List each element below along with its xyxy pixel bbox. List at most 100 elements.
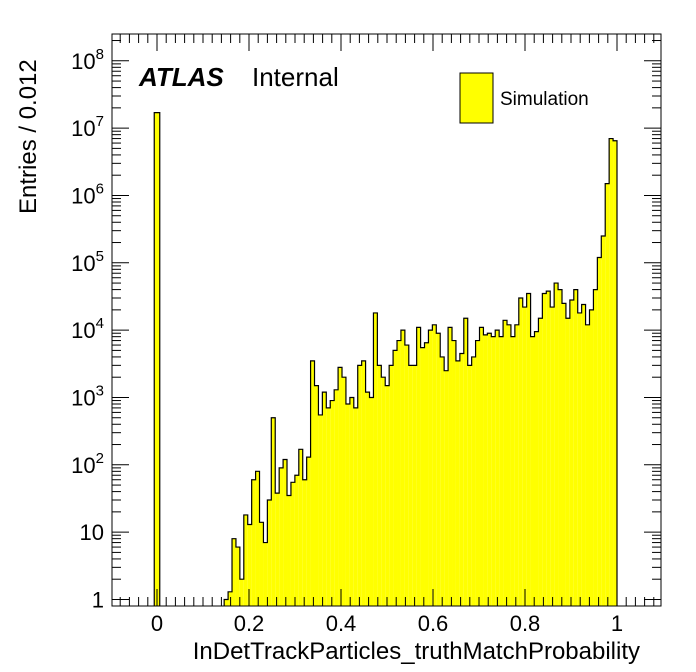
- histogram-bar: [565, 318, 570, 606]
- histogram-bar: [349, 397, 354, 606]
- histogram-bar: [267, 500, 272, 606]
- histogram-bar: [609, 138, 614, 606]
- histogram-bar: [467, 365, 472, 606]
- histogram-bar: [534, 331, 539, 606]
- histogram-bar: [239, 579, 244, 606]
- histogram-bar: [459, 353, 464, 606]
- histogram-bar: [283, 459, 288, 606]
- y-tick-label: 102: [71, 450, 104, 478]
- histogram-bar: [330, 400, 335, 606]
- histogram-bar: [369, 397, 374, 606]
- histogram-bar: [298, 449, 303, 606]
- internal-label: Internal: [252, 62, 339, 92]
- histogram-bar: [342, 377, 346, 606]
- histogram-bar: [251, 479, 256, 606]
- histogram-bar: [452, 340, 456, 606]
- y-axis-title: Entries / 0.012: [15, 59, 42, 214]
- histogram-bar: [585, 324, 590, 606]
- histogram-bar: [287, 495, 291, 606]
- y-tick-label: 10: [80, 520, 104, 545]
- histogram-bar: [224, 599, 229, 606]
- y-tick-label: 105: [71, 248, 104, 276]
- legend-label: Simulation: [500, 89, 589, 110]
- histogram-bar: [377, 365, 382, 606]
- histogram-bar: [455, 360, 460, 606]
- histogram-bar: [479, 327, 484, 606]
- histogram-bar: [597, 257, 602, 606]
- histogram-bar: [542, 293, 547, 606]
- histogram-bar: [322, 392, 327, 606]
- histogram-bar: [412, 365, 417, 606]
- histogram-bar: [400, 330, 405, 606]
- histogram-bar: [463, 318, 468, 606]
- histogram-bar: [357, 365, 362, 606]
- histogram-bar: [475, 340, 480, 606]
- x-tick-label: 0.8: [510, 611, 541, 636]
- histogram-bar: [573, 289, 578, 606]
- histogram-bar: [444, 370, 449, 606]
- y-tick-label: 106: [71, 180, 104, 208]
- histogram-bar: [538, 318, 543, 606]
- histogram-bar: [432, 324, 437, 606]
- histogram-bar: [424, 342, 429, 606]
- histogram-bar: [518, 298, 523, 606]
- histogram-bar: [530, 336, 535, 606]
- histogram-bar: [514, 324, 519, 606]
- histogram-bar: [365, 392, 370, 606]
- histogram-bar: [510, 336, 515, 606]
- y-tick-label: 104: [71, 315, 104, 343]
- x-tick-label: 0.4: [326, 611, 357, 636]
- histogram-bar: [601, 236, 606, 606]
- histogram-bar: [397, 340, 401, 606]
- histogram-bar: [581, 304, 586, 606]
- histogram-bar: [279, 467, 284, 606]
- tick-labels: 0 0.2 0.4 0.6 0.8 1 1 10 102 103 104 105 106 107 108: [71, 46, 623, 636]
- histogram-bar: [338, 367, 343, 606]
- histogram-bar: [393, 350, 398, 606]
- histogram-bar: [294, 475, 299, 606]
- histogram-bar: [243, 514, 248, 606]
- legend-swatch: [459, 72, 494, 124]
- histogram-bar: [483, 334, 488, 606]
- histogram-bar: [408, 365, 413, 606]
- histogram-bar: [228, 591, 233, 606]
- histogram-bar: [589, 309, 594, 606]
- histogram-bar: [361, 360, 366, 606]
- histogram-bar: [247, 524, 252, 606]
- histogram-bar: [306, 457, 311, 606]
- histogram-bar: [310, 360, 315, 606]
- histogram-bar: [290, 482, 295, 606]
- histogram-bar: [558, 289, 562, 606]
- histogram-bar: [593, 289, 598, 606]
- histogram-bar: [326, 407, 331, 606]
- histogram-bar: [550, 307, 555, 606]
- histogram-bar: [440, 356, 445, 606]
- histogram-bars: [153, 112, 618, 607]
- y-tick-label: 108: [71, 46, 104, 74]
- x-tick-label: 0: [151, 611, 163, 636]
- histogram-bar: [154, 112, 160, 607]
- histogram-bar: [302, 479, 307, 606]
- histogram-bar: [373, 312, 378, 606]
- x-tick-label: 0.2: [234, 611, 265, 636]
- histogram-bar: [389, 365, 394, 606]
- histogram-bar: [275, 493, 280, 606]
- y-tick-label: 107: [71, 113, 104, 141]
- histogram-bar: [569, 300, 574, 606]
- histogram-bar: [522, 307, 527, 606]
- histogram-bar: [554, 283, 559, 606]
- histogram-bar: [416, 327, 421, 606]
- histogram-bar: [232, 538, 236, 606]
- y-tick-label: 103: [71, 382, 104, 410]
- histogram-bar: [471, 356, 476, 606]
- x-tick-label: 0.6: [418, 611, 449, 636]
- histogram-bar: [546, 291, 551, 606]
- histogram-bar: [404, 345, 409, 606]
- x-tick-label: 1: [611, 611, 623, 636]
- histogram-bar: [353, 407, 358, 606]
- histogram-bar: [385, 385, 390, 606]
- histogram-bar: [318, 414, 323, 606]
- histogram-bar: [577, 312, 582, 606]
- histogram-bar: [448, 327, 453, 606]
